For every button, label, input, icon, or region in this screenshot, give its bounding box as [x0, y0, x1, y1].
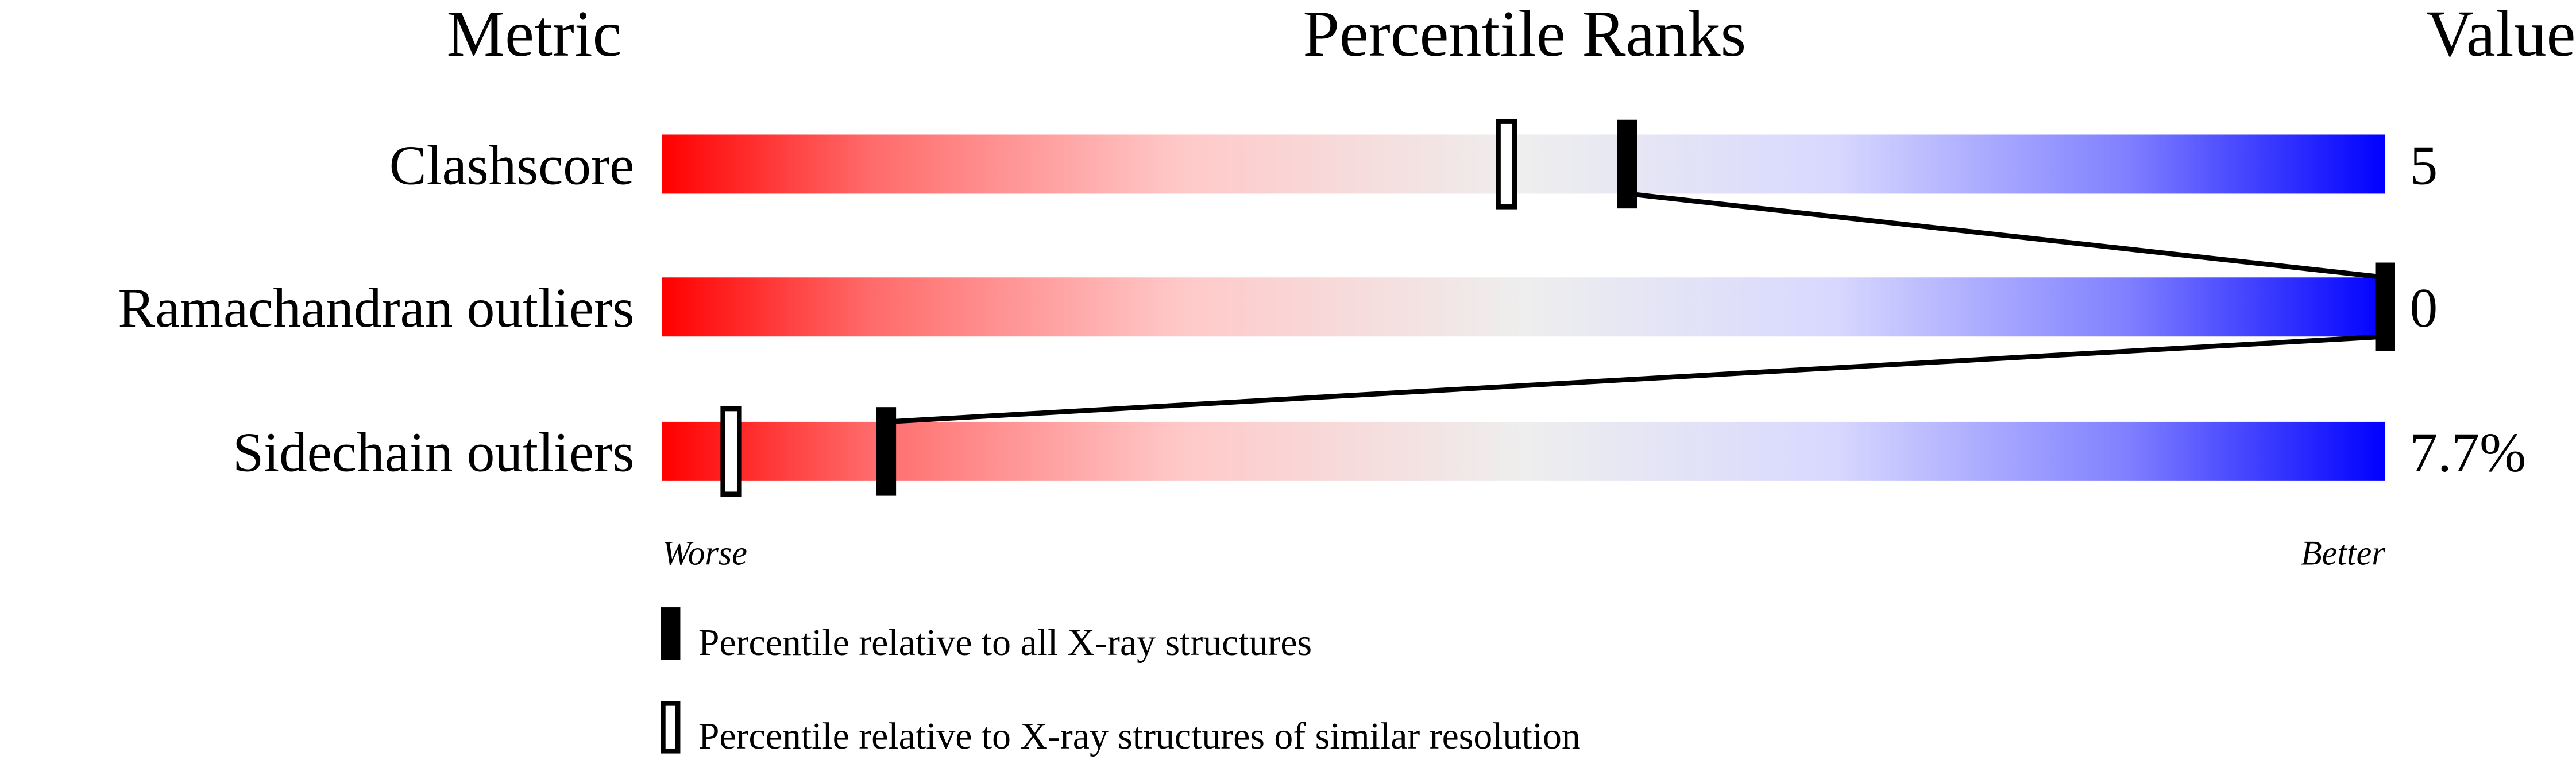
metric-value: 7.7%	[2410, 422, 2527, 484]
metric-label: Ramachandran outliers	[118, 277, 634, 339]
metric-value: 0	[2410, 277, 2438, 339]
similar-resolution-percentile-marker	[1496, 119, 1517, 210]
header-value: Value	[2426, 0, 2575, 70]
legend-label-all: Percentile relative to all X-ray structu…	[698, 622, 1312, 664]
all-structures-percentile-marker	[2375, 262, 2395, 351]
metric-label: Sidechain outliers	[233, 422, 634, 484]
all-structures-percentile-marker	[1617, 119, 1637, 209]
scale-better-label: Better	[2301, 534, 2385, 572]
legend-filled-marker-icon	[661, 607, 681, 660]
percentile-bar	[662, 134, 2385, 194]
scale-worse-label: Worse	[662, 534, 747, 572]
header-percentile-ranks: Percentile Ranks	[1303, 0, 1746, 70]
all-structures-percentile-marker	[876, 407, 897, 496]
similar-resolution-percentile-marker	[720, 406, 742, 497]
percentile-bar	[662, 421, 2385, 481]
percentile-bar	[662, 277, 2385, 337]
legend-open-marker-icon	[661, 701, 681, 754]
metric-value: 5	[2410, 134, 2438, 196]
legend-label-similar: Percentile relative to X-ray structures …	[698, 715, 1581, 757]
header-metric: Metric	[447, 0, 622, 70]
metric-label: Clashscore	[389, 134, 635, 196]
